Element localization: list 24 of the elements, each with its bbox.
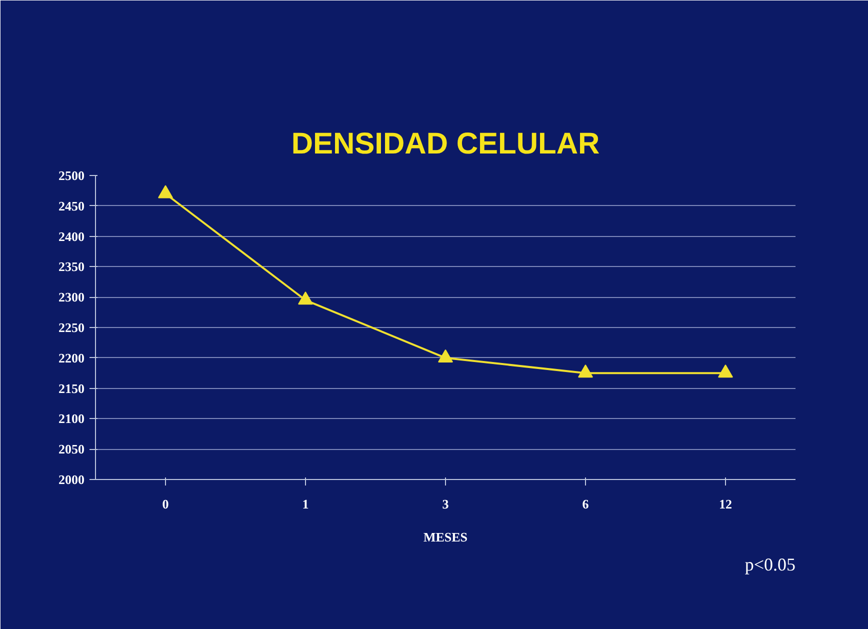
point <box>158 185 173 198</box>
y-tick-label: 2000 <box>58 472 84 487</box>
y-tick-label: 2250 <box>58 320 84 335</box>
x-tick-label: 12 <box>719 496 732 512</box>
point <box>438 349 453 362</box>
text: p<0.05 <box>744 554 796 574</box>
point <box>718 364 733 378</box>
y-tick-label: 2200 <box>58 350 84 366</box>
y-tick-label: 2450 <box>58 198 84 214</box>
y-tick-label: 2050 <box>58 442 84 457</box>
chart-title: DENSIDAD CELULAR <box>291 128 600 160</box>
x-tick-label: 1 <box>302 496 309 512</box>
point <box>298 292 313 305</box>
point <box>578 364 593 378</box>
x-tick-label: 3 <box>442 496 450 512</box>
y-tick-label: 2150 <box>58 380 84 396</box>
y-tick-label: 2400 <box>58 228 84 244</box>
x-axis-title: MESES <box>423 530 468 544</box>
x-tick-label: 0 <box>162 496 169 512</box>
y-tick-label: 2500 <box>58 168 84 183</box>
y-tick-label: 2100 <box>58 411 84 426</box>
y-tick-label: 2300 <box>58 290 84 305</box>
x-tick-label: 6 <box>582 496 590 512</box>
y-tick-label: 2350 <box>58 259 84 274</box>
